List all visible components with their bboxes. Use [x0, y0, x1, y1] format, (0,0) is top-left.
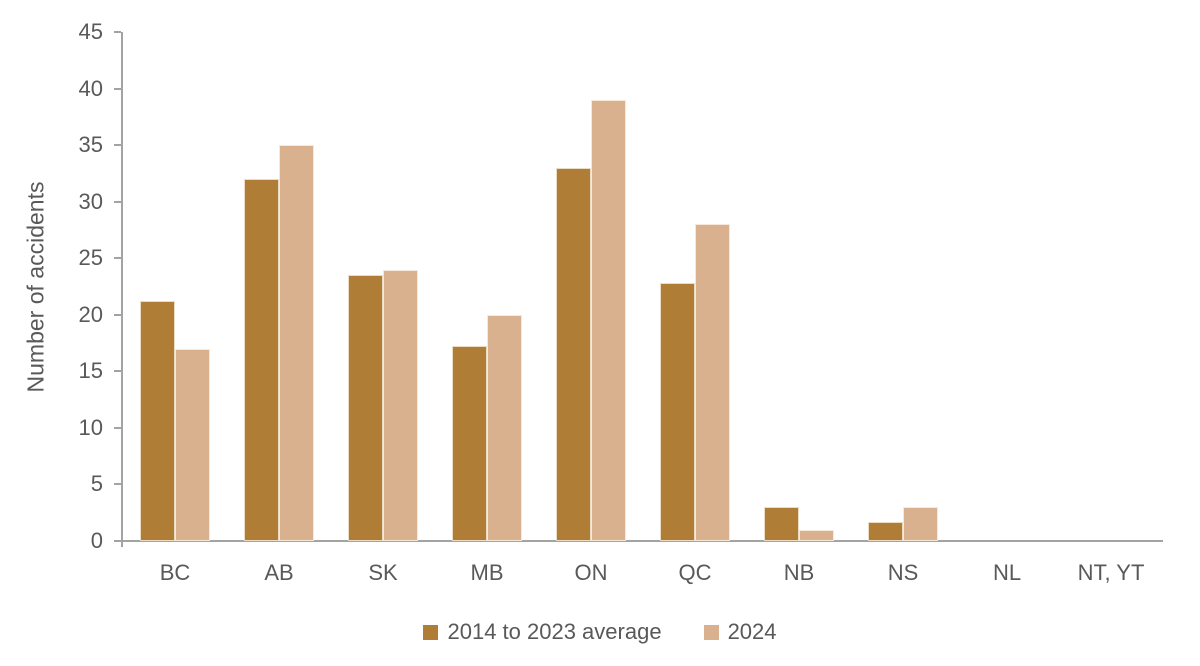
legend: 2014 to 2023 average 2024: [0, 617, 1200, 647]
bar-current-sk: [383, 269, 418, 541]
y-axis-tick-mark: [114, 426, 121, 429]
category-group-ab: [227, 32, 331, 541]
category-group-nl: [955, 32, 1059, 541]
x-axis-labels: BC AB SK MB ON QC NB NS NL NT, YT: [123, 560, 1163, 586]
y-axis-tick-mark: [114, 483, 121, 486]
y-axis-tick-mark: [114, 87, 121, 90]
bar-current-on: [591, 99, 626, 541]
bar-average-nb: [764, 507, 799, 541]
bar-average-ns: [868, 521, 903, 541]
bar-current-ns: [903, 507, 938, 541]
y-axis-tick-label: 0: [90, 528, 103, 553]
x-axis-label: AB: [264, 560, 294, 585]
x-axis-label: MB: [470, 560, 504, 585]
y-axis-tick-mark: [114, 313, 121, 316]
category-group-mb: [435, 32, 539, 541]
plot-area: [114, 31, 1163, 547]
x-axis-label: QC: [678, 560, 712, 585]
x-axis-label: SK: [368, 560, 398, 585]
bar-current-bc: [175, 348, 210, 541]
x-axis-label: NL: [992, 560, 1022, 585]
bar-average-on: [556, 167, 591, 541]
legend-item: 2024: [703, 619, 777, 645]
x-axis-label: BC: [159, 560, 191, 585]
y-axis-tick-label: 25: [78, 245, 103, 271]
category-group-ns: [851, 32, 955, 541]
y-axis-tick-mark: [114, 200, 121, 203]
y-axis-tick-label: 15: [78, 358, 103, 384]
category-group-nb: [747, 32, 851, 541]
y-axis-tick-label: 30: [78, 188, 103, 214]
y-axis-tick-label: 35: [78, 132, 103, 158]
y-axis-tick-label: 45: [78, 19, 103, 44]
x-axis-label: NS: [887, 560, 919, 585]
y-axis-tick-label: 40: [78, 75, 103, 101]
bar-current-qc: [695, 224, 730, 541]
y-axis-tick-label: 20: [78, 301, 103, 327]
legend-swatch-icon: [703, 625, 719, 640]
y-axis-tick-mark: [114, 370, 121, 373]
bar-current-mb: [487, 314, 522, 541]
bar-current-nb: [799, 529, 834, 541]
category-group-on: [539, 32, 643, 541]
legend-label: 2024: [727, 619, 777, 644]
category-group-bc: [123, 32, 227, 541]
bar-average-bc: [140, 301, 175, 541]
legend-item: 2014 to 2023 average: [423, 619, 662, 645]
x-axis-line: [121, 540, 1163, 542]
y-axis-tick-mark: [114, 540, 121, 542]
x-axis-label: ON: [574, 560, 608, 585]
y-axis-tick-mark: [114, 144, 121, 147]
bar-current-ab: [279, 145, 314, 541]
y-axis-tick-label: 5: [90, 471, 103, 497]
x-axis-label: NB: [783, 560, 815, 585]
y-axis-tick-mark: [114, 257, 121, 260]
category-group-nt-yt: [1059, 32, 1163, 541]
bar-average-mb: [452, 346, 487, 541]
bar-average-ab: [244, 179, 279, 541]
legend-swatch-icon: [423, 625, 439, 640]
y-axis-tick-mark: [114, 31, 121, 33]
y-axis-tick-labels: 0 5 10 15 20 25 30 35 40 45: [0, 0, 103, 666]
category-group-sk: [331, 32, 435, 541]
legend-label: 2014 to 2023 average: [447, 619, 662, 644]
category-group-qc: [643, 32, 747, 541]
bar-average-qc: [660, 283, 695, 541]
y-axis-tick-label: 10: [78, 414, 103, 440]
y-axis-line: [121, 32, 123, 547]
x-axis-label: NT, YT: [1077, 560, 1145, 585]
bar-average-sk: [348, 275, 383, 541]
